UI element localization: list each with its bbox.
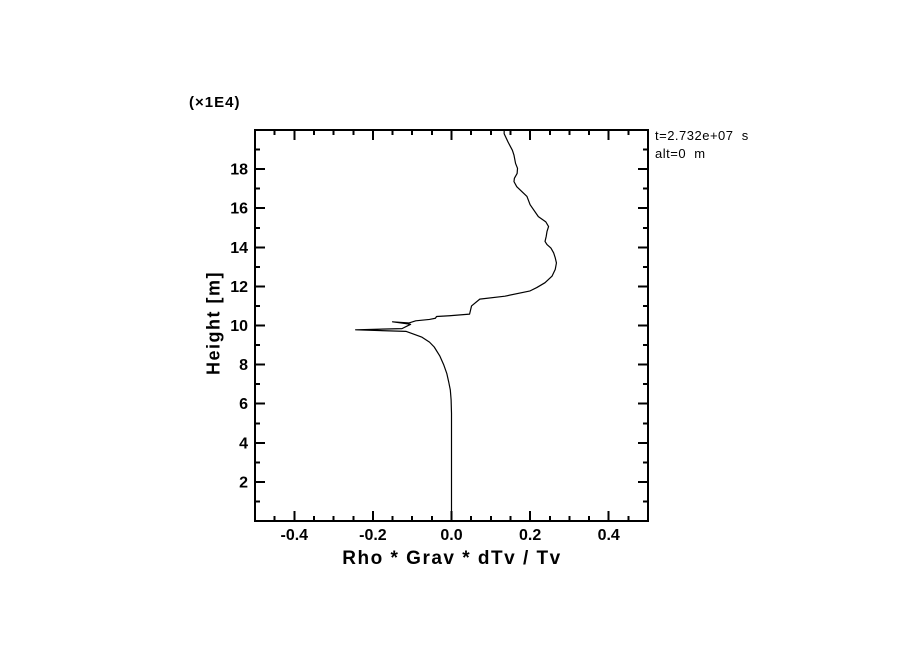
y-axis-tick-labels: 2 4 6 8 10 12 14 16 18: [230, 162, 248, 492]
y-axis-ticks: [255, 148, 648, 503]
y-tick-label: 2: [239, 474, 248, 491]
x-axis-tick-labels: -0.4 -0.2 0.0 0.2 0.4: [281, 527, 620, 544]
x-axis-ticks: [273, 130, 630, 521]
y-tick-label: 14: [230, 240, 248, 257]
x-tick-label: 0.4: [598, 527, 620, 544]
y-tick-label: 18: [230, 162, 248, 179]
x-tick-label: 0.2: [519, 527, 541, 544]
x-axis-title: Rho * Grav * dTv / Tv: [342, 548, 562, 569]
x-tick-label: -0.4: [281, 527, 309, 544]
y-tick-label: 12: [230, 279, 248, 296]
annotation-altitude: alt=0 m: [655, 146, 706, 161]
y-tick-label: 4: [239, 435, 248, 452]
annotation-time: t=2.732e+07 s: [655, 128, 749, 143]
y-axis-scale-label: (×1E4): [189, 94, 241, 111]
x-tick-label: -0.2: [359, 527, 387, 544]
y-tick-label: 8: [239, 357, 248, 374]
x-tick-label: 0.0: [440, 527, 462, 544]
y-tick-label: 10: [230, 318, 248, 335]
y-tick-label: 16: [230, 201, 248, 218]
y-tick-label: 6: [239, 396, 248, 413]
data-curve-rho-grav-dtv-profile: [355, 130, 558, 520]
